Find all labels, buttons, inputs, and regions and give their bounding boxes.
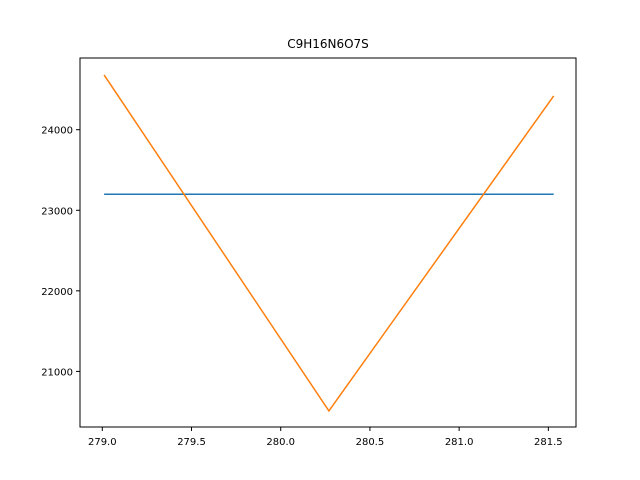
series-line-2 bbox=[103, 74, 555, 413]
series-layer bbox=[103, 74, 555, 413]
x-tick-label: 280.5 bbox=[356, 437, 385, 448]
y-tick-label: 23000 bbox=[41, 206, 73, 217]
y-tick-label: 22000 bbox=[41, 287, 73, 298]
x-tick-label: 281.5 bbox=[534, 437, 563, 448]
x-tick-label: 279.0 bbox=[88, 437, 117, 448]
plot-area-frame bbox=[79, 57, 577, 428]
x-tick-label: 279.5 bbox=[177, 437, 206, 448]
chart-title: C9H16N6O7S bbox=[287, 37, 369, 51]
x-tick-label: 281.0 bbox=[445, 437, 474, 448]
y-axis-ticks: 21000 22000 23000 24000 bbox=[41, 126, 80, 378]
y-tick-label: 21000 bbox=[41, 367, 73, 378]
y-tick-label: 24000 bbox=[41, 126, 73, 137]
x-tick-label: 280.0 bbox=[266, 437, 295, 448]
x-axis-ticks: 279.0 279.5 280.0 280.5 281.0 281.5 bbox=[88, 427, 563, 448]
